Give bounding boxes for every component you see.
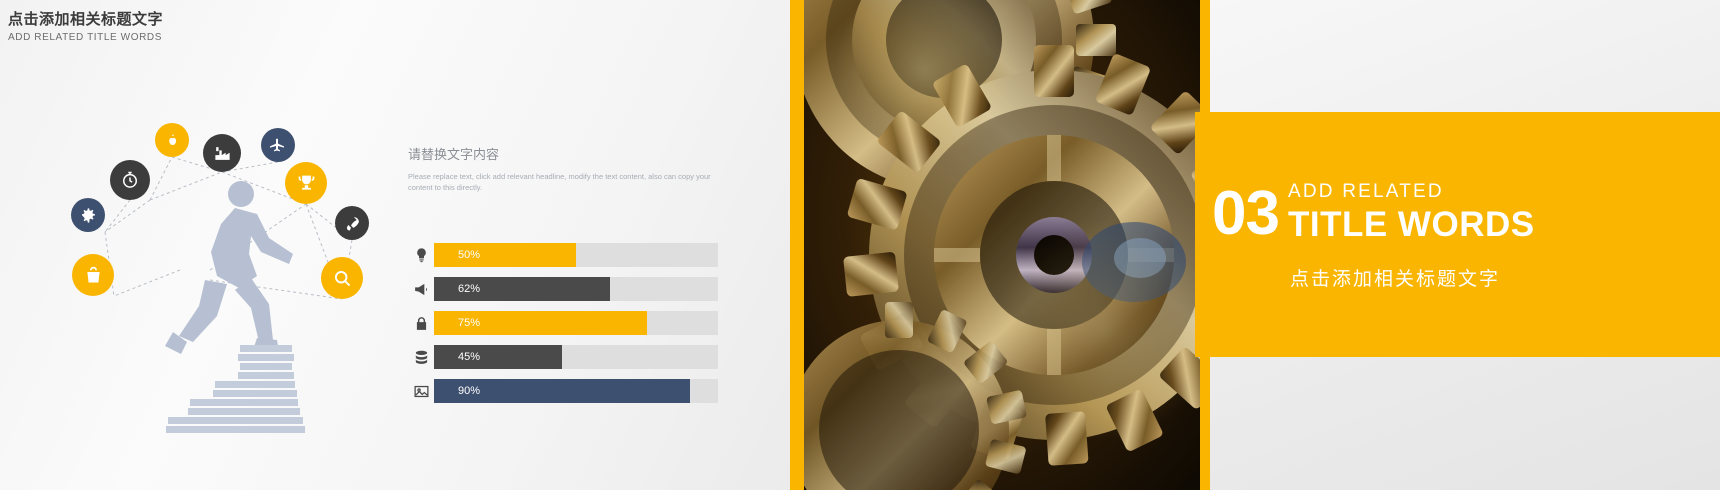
body-heading: 请替换文字内容 <box>408 147 500 162</box>
right-subtitle-cn: 点击添加相关标题文字 <box>1290 269 1501 290</box>
progress-track: 62% <box>434 277 718 301</box>
body-text-block: 请替换文字内容 Please replace text, click add r… <box>408 145 718 193</box>
left-panel: 点击添加相关标题文字 ADD RELATED TITLE WORDS <box>0 0 790 490</box>
orange-title-box <box>1195 112 1720 357</box>
slide-title-cn: 点击添加相关标题文字 <box>8 11 164 28</box>
progress-row: 62% <box>408 277 718 301</box>
progress-value: 90% <box>458 385 481 397</box>
slide-title-en: ADD RELATED TITLE WORDS <box>8 32 163 43</box>
progress-fill <box>434 311 647 335</box>
progress-fill <box>434 345 562 369</box>
lightbulb-icon <box>408 243 434 267</box>
gear-icon[interactable] <box>71 198 105 232</box>
rocket-icon[interactable] <box>335 206 369 240</box>
progress-row: 90% <box>408 379 718 403</box>
apple-icon[interactable] <box>155 123 189 157</box>
photo-frame <box>790 0 1210 490</box>
progress-track: 45% <box>434 345 718 369</box>
progress-value: 75% <box>458 317 481 329</box>
title-words-label: TITLE WORDS <box>1288 205 1535 244</box>
body-description: Please replace text, click add relevant … <box>408 172 711 192</box>
database-icon <box>408 345 434 369</box>
progress-track: 50% <box>434 243 718 267</box>
progress-bar-list: 50% 62% 75% <box>408 243 718 413</box>
progress-fill <box>434 379 690 403</box>
airplane-icon[interactable] <box>261 128 295 162</box>
trophy-icon[interactable] <box>285 162 327 204</box>
stairs-graphic <box>166 345 305 433</box>
progress-row: 50% <box>408 243 718 267</box>
progress-track: 90% <box>434 379 718 403</box>
megaphone-icon <box>408 277 434 301</box>
image-icon <box>408 379 434 403</box>
lock-icon <box>408 311 434 335</box>
icon-network <box>60 120 410 440</box>
progress-value: 45% <box>458 351 481 363</box>
progress-value: 50% <box>458 249 481 261</box>
add-related-label: ADD RELATED <box>1288 181 1444 202</box>
stopwatch-icon[interactable] <box>110 160 150 200</box>
slide-title: 点击添加相关标题文字 ADD RELATED TITLE WORDS <box>8 10 163 46</box>
search-icon[interactable] <box>321 257 363 299</box>
progress-row: 75% <box>408 311 718 335</box>
progress-fill <box>434 277 611 301</box>
progress-row: 45% <box>408 345 718 369</box>
bag-icon[interactable] <box>72 254 114 296</box>
section-number: 03 <box>1212 179 1280 248</box>
progress-track: 75% <box>434 311 718 335</box>
progress-value: 62% <box>458 283 481 295</box>
gear-photo <box>804 0 1200 490</box>
factory-icon[interactable] <box>203 134 241 172</box>
gear-photo-art <box>804 0 1200 490</box>
progress-fill <box>434 243 576 267</box>
